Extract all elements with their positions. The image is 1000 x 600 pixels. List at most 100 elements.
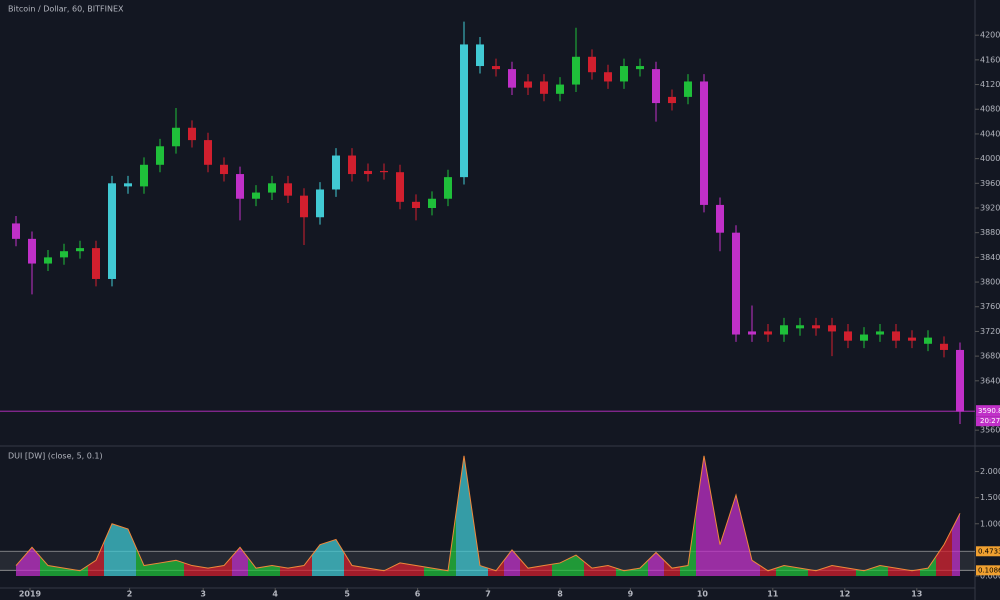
- countdown-label: 20:27: [980, 417, 1000, 425]
- candle-body: [188, 127, 196, 141]
- candle-body: [220, 164, 228, 175]
- indicator-area: [280, 566, 296, 576]
- candle-body: [764, 331, 772, 335]
- y-tick-label: 3960.0: [980, 179, 1000, 188]
- indicator-area: [952, 513, 960, 576]
- y-tick-label: 4160.0: [980, 55, 1000, 64]
- candle-body: [44, 257, 52, 264]
- candle-body: [412, 201, 420, 208]
- y-tick-label: 3880.0: [980, 228, 1000, 237]
- candle-body: [700, 81, 708, 205]
- candle-body: [92, 248, 100, 279]
- candle-body: [476, 44, 484, 67]
- candle-body: [860, 334, 868, 341]
- level-label: 0.4733: [978, 547, 1000, 555]
- x-tick-label: 9: [628, 590, 634, 599]
- indicator-area: [936, 528, 952, 576]
- indicator-area: [904, 569, 920, 576]
- candle-body: [908, 337, 916, 341]
- x-tick-label: 8: [557, 590, 563, 599]
- candle-body: [668, 96, 676, 104]
- level-label: 0.1086: [978, 566, 1000, 574]
- candle-body: [396, 172, 404, 202]
- y-tick-label: 3720.0: [980, 327, 1000, 336]
- y-tick-label: 2.0000: [980, 467, 1000, 476]
- indicator-area: [104, 523, 120, 576]
- indicator-area: [440, 513, 456, 576]
- candle-body: [652, 69, 660, 104]
- x-tick-label: 12: [839, 590, 850, 599]
- candle-body: [332, 155, 340, 190]
- candle-body: [508, 69, 516, 88]
- x-tick-label: 3: [200, 590, 206, 599]
- indicator-area: [200, 566, 216, 576]
- indicator-area: [232, 547, 248, 576]
- indicator-area: [328, 539, 344, 576]
- candle-body: [204, 140, 212, 165]
- candle-body: [444, 177, 452, 199]
- indicator-area: [552, 559, 568, 576]
- x-tick-label: 11: [767, 590, 779, 599]
- candle-body: [588, 56, 596, 73]
- level-tag: [976, 565, 1000, 576]
- x-tick-label: 13: [911, 590, 922, 599]
- candle-body: [748, 331, 756, 335]
- candle-body: [812, 325, 820, 329]
- y-tick-label: 3760.0: [980, 302, 1000, 311]
- price-tag-label: 3590.8: [978, 407, 1000, 415]
- countdown-tag: [976, 416, 1000, 427]
- candle-body: [108, 183, 116, 279]
- indicator-area: [168, 560, 184, 576]
- price-tag: [976, 405, 1000, 417]
- candle-body: [636, 66, 644, 70]
- candle-body: [300, 195, 308, 218]
- candle-body: [540, 81, 548, 94]
- indicator-line: [15, 455, 961, 572]
- y-tick-label: 3800.0: [980, 278, 1000, 287]
- candle-body: [492, 66, 500, 70]
- indicator-area: [136, 547, 152, 576]
- candle-body: [172, 127, 180, 147]
- candle-body: [716, 204, 724, 233]
- candle-body: [76, 248, 84, 252]
- x-tick-label: 10: [697, 590, 709, 599]
- candle-body: [316, 189, 324, 218]
- y-tick-label: 4200.0: [980, 31, 1000, 40]
- candle-body: [684, 81, 692, 97]
- candle-body: [12, 223, 20, 239]
- indicator-area: [920, 556, 936, 576]
- candle-body: [60, 251, 68, 258]
- indicator-area: [520, 559, 536, 576]
- y-tick-label: 3680.0: [980, 352, 1000, 361]
- candle-body: [284, 183, 292, 196]
- indicator-area: [16, 556, 24, 576]
- candle-body: [780, 325, 788, 335]
- candle-body: [620, 66, 628, 82]
- indicator-area: [504, 549, 520, 576]
- indicator-title: DUI [DW] (close, 5, 0.1): [8, 452, 103, 461]
- x-tick-label: 2: [127, 590, 133, 599]
- candle-body: [460, 44, 468, 178]
- x-tick-label: 6: [415, 590, 421, 599]
- y-tick-label: 0.0000: [980, 571, 1000, 580]
- indicator-area: [264, 565, 280, 576]
- candle-body: [604, 72, 612, 82]
- candle-body: [124, 183, 132, 187]
- candle-body: [380, 170, 388, 173]
- candle-body: [252, 192, 260, 199]
- y-tick-label: 1.5000: [980, 493, 1000, 502]
- candle-body: [828, 325, 836, 332]
- indicator-area: [776, 565, 792, 576]
- candle-body: [524, 81, 532, 88]
- indicator-area: [248, 557, 264, 576]
- indicator-area: [472, 510, 488, 576]
- y-tick-label: 1.0000: [980, 519, 1000, 528]
- indicator-area: [712, 500, 728, 576]
- indicator-area: [488, 560, 504, 576]
- candle-body: [892, 331, 900, 341]
- candle-body: [28, 238, 36, 264]
- candle-body: [940, 343, 948, 350]
- candle-body: [236, 174, 244, 199]
